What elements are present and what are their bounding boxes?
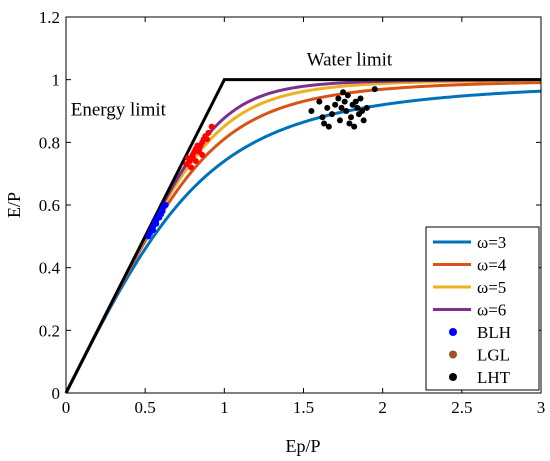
legend-marker-lht <box>449 373 457 381</box>
legend-label--3: ω=3 <box>477 233 506 252</box>
ticks-layer: 0 0.5 1 1.5 2 2.5 3 0 0.2 0.4 0.6 0.8 1 1.2 <box>39 8 546 417</box>
point-lht <box>354 104 361 111</box>
annotations: Energy limit Water limit <box>71 50 393 121</box>
point-lht <box>352 98 359 105</box>
legend-label-blh: BLH <box>477 323 511 342</box>
point-lgl <box>184 155 191 161</box>
point-lgl <box>188 164 195 171</box>
point-lht <box>325 123 332 130</box>
point-lht <box>319 114 326 121</box>
point-lht <box>316 98 323 105</box>
point-lht <box>343 108 350 114</box>
legend-marker-blh <box>449 328 457 336</box>
legend-label-lgl: LGL <box>477 346 510 365</box>
point-lht <box>351 123 358 130</box>
point-lht <box>341 98 348 105</box>
legend-label-lht: LHT <box>477 368 511 387</box>
x-tick-label: 0.5 <box>135 398 156 417</box>
point-lht <box>357 95 364 102</box>
point-blh <box>151 217 158 224</box>
point-lgl <box>199 151 206 158</box>
point-lht <box>335 95 342 102</box>
y-tick-label: 0.4 <box>39 259 61 278</box>
point-lht <box>340 89 347 96</box>
point-lht <box>338 104 345 111</box>
y-tick-label: 1.2 <box>39 8 60 27</box>
point-lht <box>308 108 315 114</box>
point-lht <box>321 120 328 127</box>
y-axis-label: E/P <box>4 192 24 218</box>
point-lgl <box>208 123 215 130</box>
point-lht <box>332 101 339 108</box>
point-lgl <box>192 158 199 165</box>
point-blh <box>162 202 169 208</box>
y-tick-label: 1 <box>52 71 61 90</box>
point-lgl <box>189 151 196 158</box>
y-tick-label: 0.6 <box>39 196 60 215</box>
point-lht <box>348 114 354 121</box>
legend-marker-lgl <box>449 350 457 359</box>
scatter-layer <box>145 86 378 240</box>
curve-omega-3 <box>64 89 542 394</box>
x-tick-label: 3 <box>537 398 546 417</box>
annotation-water-limit: Water limit <box>307 50 393 71</box>
legend-label--4: ω=4 <box>477 256 507 275</box>
x-tick-label: 2 <box>378 398 387 417</box>
point-lgl <box>196 145 202 152</box>
point-blh <box>150 227 157 234</box>
limit-layer <box>64 78 541 394</box>
point-lgl <box>203 136 210 143</box>
x-tick-label: 1 <box>220 398 229 417</box>
y-tick-label: 0.2 <box>39 321 60 340</box>
point-lht <box>346 120 353 127</box>
y-tick-label: 0.8 <box>39 133 60 152</box>
x-tick-label: 1.5 <box>293 398 314 417</box>
point-lht <box>324 104 331 111</box>
x-tick-label: 2.5 <box>451 398 472 417</box>
point-lht <box>371 86 378 93</box>
x-axis-label: Ep/P <box>285 436 320 456</box>
legend-label--5: ω=5 <box>477 278 506 297</box>
limit-line <box>64 78 541 394</box>
y-tick-label: 0 <box>52 384 61 403</box>
annotation-energy-limit: Energy limit <box>71 100 167 121</box>
point-lht <box>336 117 343 124</box>
point-lht <box>344 92 351 99</box>
point-lgl <box>205 129 212 136</box>
point-lht <box>329 111 335 118</box>
legend-label--6: ω=6 <box>477 301 506 320</box>
point-blh <box>158 211 164 218</box>
x-tick-label: 0 <box>62 398 71 417</box>
point-lht <box>363 104 370 111</box>
point-lht <box>359 108 366 114</box>
legend: ω=3 ω=4 ω=5 ω=6 BLH LGL LHT <box>425 226 540 391</box>
point-lht <box>360 117 367 124</box>
